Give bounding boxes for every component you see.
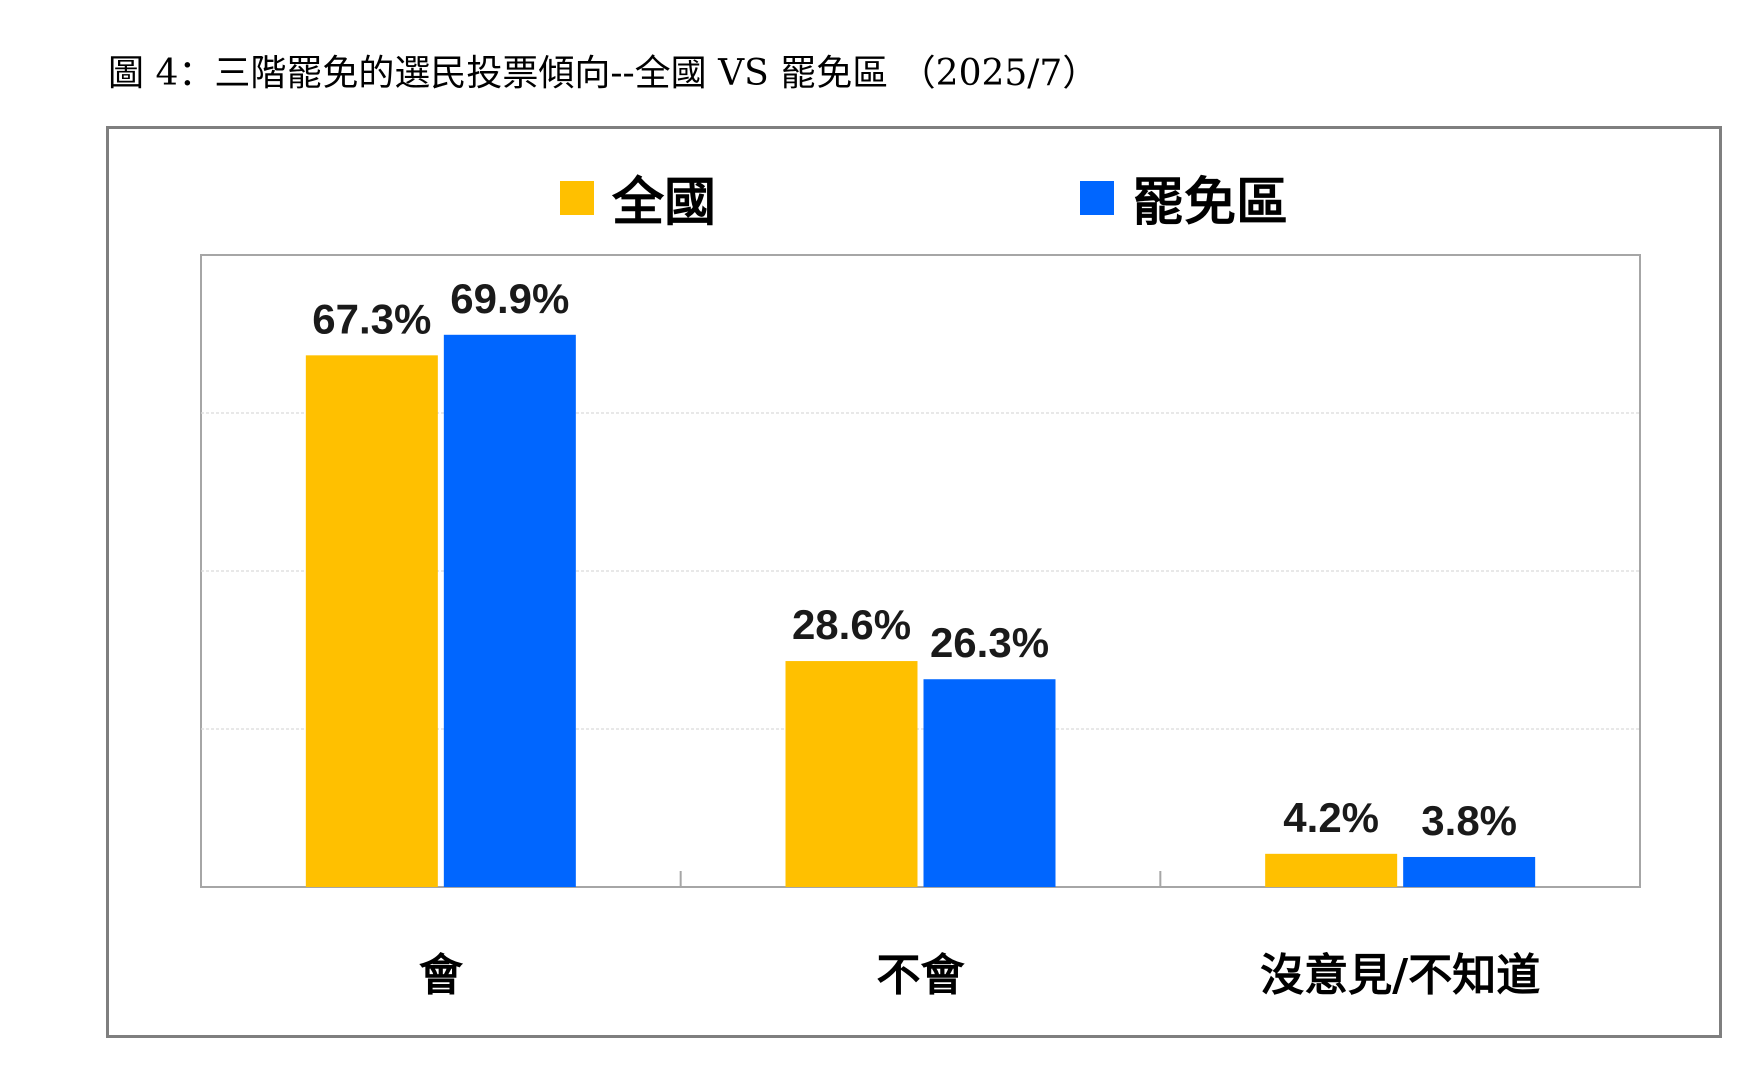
figure-title: 圖 4：三階罷免的選民投票傾向--全國 VS 罷免區 （2025/7）	[108, 53, 1099, 94]
bar-recall-district	[1403, 856, 1536, 887]
bar-national	[305, 355, 438, 888]
data-label: 67.3%	[312, 295, 431, 342]
legend-label-national: 全國	[612, 173, 717, 233]
legend-swatch-national	[560, 180, 594, 215]
data-label: 4.2%	[1283, 794, 1379, 841]
bar-recall-district	[443, 334, 576, 887]
legend-label-recall-district: 罷免區	[1132, 173, 1289, 233]
bar-recall-district	[923, 679, 1056, 887]
x-tick-label: 不會	[877, 950, 966, 1001]
x-tick-label: 沒意見/不知道	[1260, 950, 1540, 1001]
bar-national	[1265, 853, 1398, 887]
legend-item-recall-district: 罷免區	[1080, 160, 1288, 235]
legend-swatch-recall-district	[1080, 180, 1114, 215]
data-label: 69.9%	[450, 275, 569, 322]
data-label: 28.6%	[792, 601, 911, 648]
legend-item-national: 全國	[560, 160, 716, 235]
data-label: 3.8%	[1421, 797, 1517, 844]
data-label: 26.3%	[930, 619, 1049, 666]
bar-national	[785, 661, 918, 887]
x-tick-label: 會	[419, 950, 464, 1001]
